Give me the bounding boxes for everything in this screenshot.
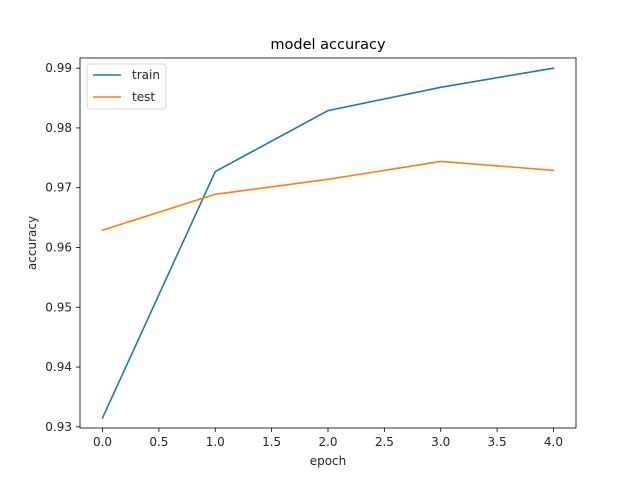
x-axis-ticks: 0.0 0.5 1.0 1.5 2.0 2.5 3.0 3.5 4.0 xyxy=(93,428,563,449)
y-tick-label: 0.98 xyxy=(45,121,72,135)
x-tick-label: 3.5 xyxy=(488,435,507,449)
x-tick-label: 2.5 xyxy=(375,435,394,449)
y-tick-label: 0.93 xyxy=(45,420,72,434)
y-tick-label: 0.97 xyxy=(45,181,72,195)
y-tick-label: 0.94 xyxy=(45,360,72,374)
y-tick-label: 0.95 xyxy=(45,300,72,314)
y-axis-ticks: 0.93 0.94 0.95 0.96 0.97 0.98 0.99 xyxy=(45,61,80,434)
x-tick-label: 3.0 xyxy=(431,435,450,449)
x-tick-label: 1.5 xyxy=(262,435,281,449)
chart-title: model accuracy xyxy=(270,37,386,53)
y-axis-title: accuracy xyxy=(25,216,39,270)
x-tick-label: 0.0 xyxy=(93,435,112,449)
legend: train test xyxy=(86,63,167,110)
legend-label-train: train xyxy=(132,68,160,82)
series-layer xyxy=(101,67,555,419)
series-line-train xyxy=(101,67,555,419)
x-axis-title: epoch xyxy=(310,454,347,468)
y-tick-label: 0.99 xyxy=(45,61,72,75)
plot-frame xyxy=(79,57,577,429)
y-tick-label: 0.96 xyxy=(45,240,72,254)
legend-label-test: test xyxy=(132,90,155,104)
x-tick-label: 2.0 xyxy=(318,435,337,449)
x-tick-label: 4.0 xyxy=(544,435,563,449)
x-tick-label: 0.5 xyxy=(149,435,168,449)
x-tick-label: 1.0 xyxy=(206,435,225,449)
series-line-test xyxy=(101,160,555,232)
